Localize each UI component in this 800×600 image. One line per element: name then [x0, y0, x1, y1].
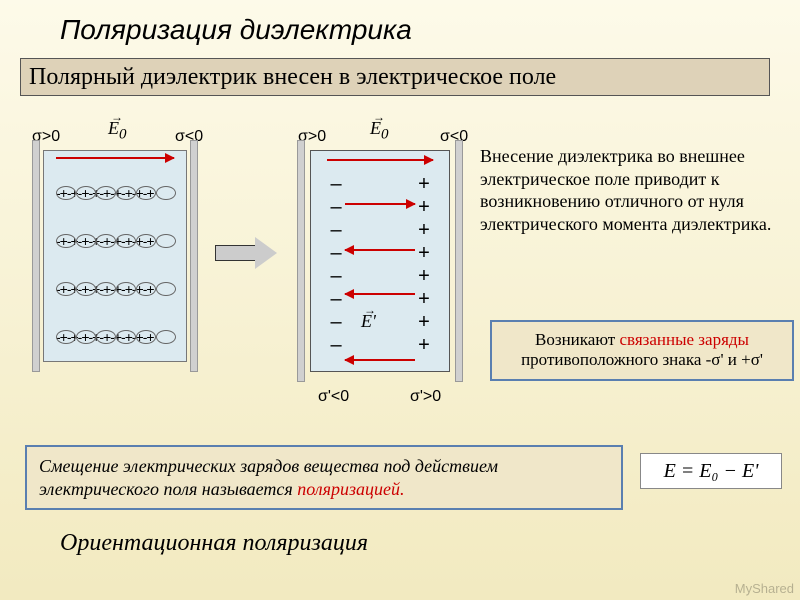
- capacitor-left: -+-+-+-+-+-+-+-+-+-+-+-+-+-+-+-+-+-+-+-+…: [35, 150, 195, 360]
- dipole-oval: [156, 234, 176, 248]
- dipole-oval: [116, 282, 136, 296]
- subtitle-banner: Полярный диэлектрик внесен в электрическ…: [20, 58, 770, 96]
- e0-symbol-left: → E0: [108, 118, 127, 144]
- dipole-oval: [156, 186, 176, 200]
- footer-text: Ориентационная поляризация: [60, 530, 368, 557]
- sigma-prime-neg: σ'<0: [318, 388, 349, 406]
- dipole-oval: [96, 282, 116, 296]
- plate-left-neg: [190, 140, 198, 372]
- transition-arrow: [215, 235, 275, 265]
- dipole-oval: [136, 282, 156, 296]
- dipole-oval: [116, 186, 136, 200]
- minus-column: ––––––––: [329, 173, 343, 357]
- dipole-oval: [96, 234, 116, 248]
- dipole-oval: [76, 282, 96, 296]
- dipole-oval: [76, 234, 96, 248]
- e0-symbol-right: → E0: [370, 118, 389, 144]
- e0-arrow-left: [56, 157, 174, 159]
- sigma-prime-pos: σ'>0: [410, 388, 441, 406]
- eprime-symbol: → E': [361, 311, 376, 332]
- callout-bound-charges: Возникают связанные заряды противоположн…: [490, 320, 794, 381]
- dipole-oval: [136, 186, 156, 200]
- watermark: MyShared: [735, 581, 794, 596]
- dipole-oval: [116, 234, 136, 248]
- dipole-oval: [136, 330, 156, 344]
- plate-right-neg: [455, 140, 463, 382]
- dipole-oval: [56, 330, 76, 344]
- equation-text: E = E₀ − E': [664, 460, 759, 483]
- plus-column: ++++++++: [417, 173, 431, 357]
- dipole-oval: [116, 330, 136, 344]
- equation-box: E = E₀ − E': [640, 453, 782, 489]
- paragraph-explanation: Внесение диэлектрика во внешнее электрич…: [480, 145, 780, 235]
- dipole-oval: [56, 186, 76, 200]
- dipole-oval: [56, 234, 76, 248]
- dipole-oval: [96, 330, 116, 344]
- eprime-inner-arrow: [345, 359, 415, 361]
- dipole-oval: [76, 186, 96, 200]
- plate-left-pos: [32, 140, 40, 372]
- e0-inner-arrow: [345, 203, 415, 205]
- eprime-inner-arrow: [345, 293, 415, 295]
- dipole-oval: [156, 282, 176, 296]
- dipole-oval: [96, 186, 116, 200]
- capacitor-right: –––––––– ++++++++ → E': [300, 150, 460, 370]
- subtitle-text: Полярный диэлектрик внесен в электрическ…: [29, 64, 556, 91]
- dipole-oval: [156, 330, 176, 344]
- page-title: Поляризация диэлектрика: [60, 14, 412, 46]
- dielectric-right: –––––––– ++++++++ → E': [310, 150, 450, 372]
- dipole-oval: [56, 282, 76, 296]
- e0-arrow-right: [327, 159, 433, 161]
- callout-polarization-def: Смещение электрических зарядов вещества …: [25, 445, 623, 510]
- dipole-oval: [136, 234, 156, 248]
- eprime-inner-arrow: [345, 249, 415, 251]
- plate-right-pos: [297, 140, 305, 382]
- dielectric-left: -+-+-+-+-+-+-+-+-+-+-+-+-+-+-+-+-+-+-+-+…: [43, 150, 187, 362]
- dipole-oval: [76, 330, 96, 344]
